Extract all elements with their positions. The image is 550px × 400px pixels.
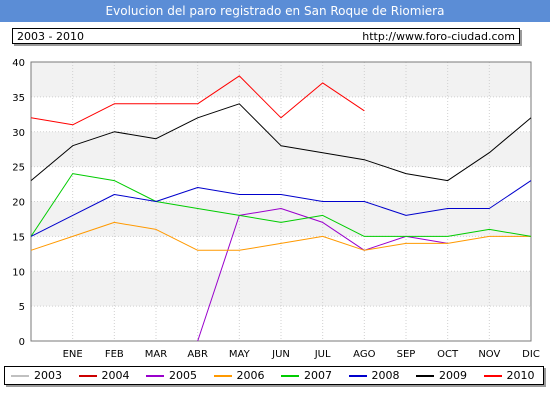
- legend-label: 2010: [506, 369, 535, 382]
- legend-item-2006: 2006: [213, 367, 265, 384]
- legend-swatch: [348, 374, 367, 377]
- legend-label: 2009: [439, 369, 467, 382]
- legend-item-2003: 2003: [11, 367, 62, 384]
- legend-label: 2004: [101, 369, 130, 382]
- legend: 2003 2004 2005 2006 2007 2008 2009 2010: [4, 366, 544, 385]
- legend-label: 2007: [304, 369, 332, 382]
- y-tick-label: 25: [12, 163, 25, 174]
- y-tick-label: 35: [12, 93, 25, 104]
- y-tick-label: 5: [19, 302, 25, 313]
- y-tick-label: 0: [19, 337, 25, 348]
- y-tick-label: 20: [12, 198, 25, 209]
- x-tick-label: OCT: [437, 349, 459, 360]
- legend-item-2008: 2008: [348, 367, 400, 384]
- x-tick-label: MAR: [145, 349, 167, 360]
- chart-title: Evolucion del paro registrado en San Roq…: [0, 0, 550, 22]
- legend-swatch: [416, 374, 434, 377]
- grid-band: [31, 271, 531, 307]
- legend-label: 2006: [236, 369, 265, 382]
- legend-item-2007: 2007: [281, 367, 332, 384]
- legend-label: 2005: [169, 369, 197, 382]
- legend-swatch: [146, 374, 164, 377]
- subtitle-box: 2003 - 2010 http://www.foro-ciudad.com: [12, 28, 520, 44]
- legend-swatch: [11, 374, 29, 377]
- series-line-2008: [30, 180, 532, 237]
- legend-item-2010: 2010: [483, 367, 535, 384]
- plot-frame: [30, 61, 532, 342]
- series-line-2007: [30, 173, 532, 237]
- series-line-2010: [30, 75, 365, 126]
- legend-item-2009: 2009: [416, 367, 467, 384]
- legend-label: 2003: [34, 369, 62, 382]
- x-tick-label: MAY: [229, 349, 251, 360]
- x-tick-label: FEB: [105, 349, 124, 360]
- x-tick-label: ABR: [187, 349, 208, 360]
- y-tick-label: 40: [12, 58, 25, 69]
- x-tick-label: SEP: [397, 349, 416, 360]
- y-tick-label: 30: [12, 128, 25, 139]
- y-tick-label: 10: [12, 267, 25, 278]
- legend-swatch: [483, 374, 502, 377]
- series-line-2009: [30, 103, 532, 182]
- legend-item-2005: 2005: [146, 367, 197, 384]
- legend-item-2004: 2004: [78, 367, 130, 384]
- y-tick-label: 15: [12, 232, 25, 243]
- x-tick-label: ENE: [63, 349, 83, 360]
- legend-swatch: [281, 374, 299, 377]
- x-tick-label: DIC: [522, 349, 540, 360]
- series-line-2006: [30, 221, 531, 251]
- period-label: 2003 - 2010: [17, 30, 84, 43]
- x-tick-label: NOV: [478, 349, 500, 360]
- x-tick-label: JUL: [314, 349, 331, 360]
- chart-area: 0 5 10 15 20 25 30 35 40 ENE FEB MAR ABR MAY JUN JUL AGO…: [12, 58, 540, 360]
- legend-swatch: [78, 374, 97, 377]
- x-tick-label: JUN: [271, 349, 290, 360]
- x-tick-label: AGO: [353, 349, 375, 360]
- source-url: http://www.foro-ciudad.com: [362, 30, 515, 43]
- legend-swatch: [213, 374, 232, 377]
- grid-band: [31, 62, 531, 97]
- legend-label: 2008: [371, 369, 400, 382]
